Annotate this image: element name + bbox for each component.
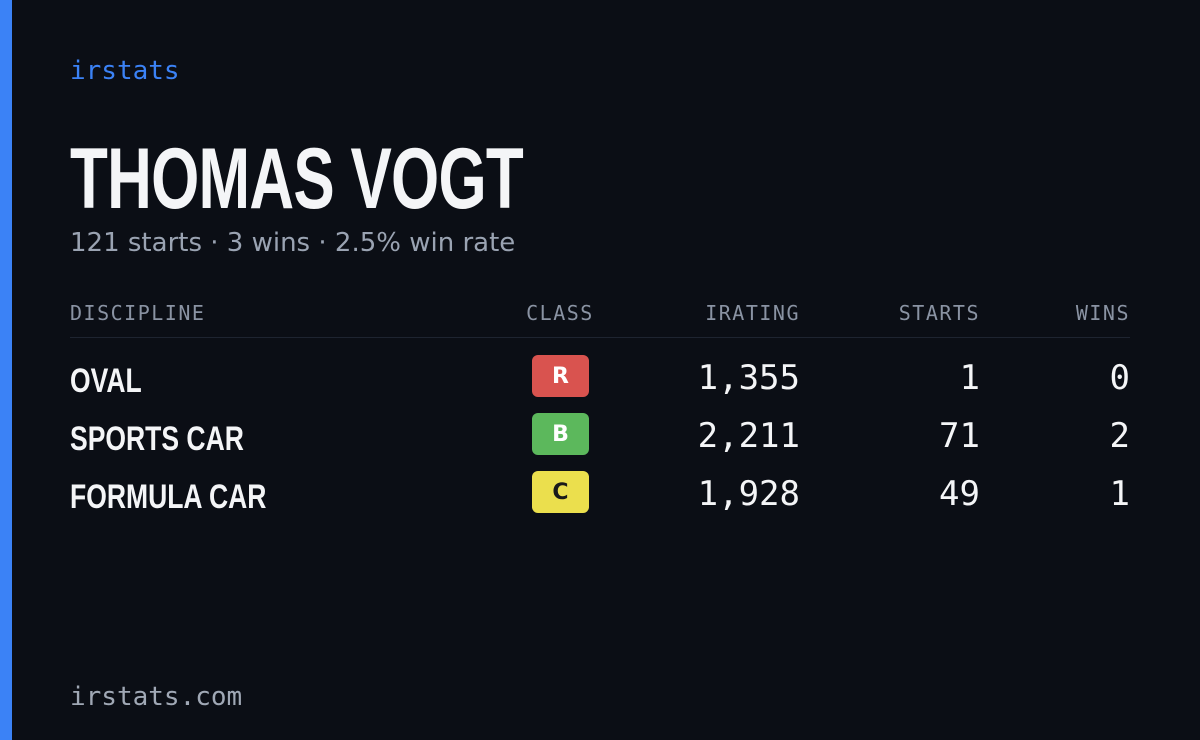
class-badge: C [532, 471, 589, 513]
starts-cell: 49 [939, 474, 980, 514]
column-header: STARTS [898, 301, 980, 325]
class-badge: R [532, 355, 589, 397]
starts-cell: 1 [959, 358, 980, 398]
summary: 121 starts · 3 wins · 2.5% win rate [70, 228, 516, 258]
wins-cell: 2 [1109, 416, 1130, 456]
wins-cell: 0 [1109, 358, 1130, 398]
column-header: IRATING [705, 301, 800, 325]
player-name: THOMAS VOGT [70, 131, 524, 227]
brand: irstats [70, 56, 180, 86]
discipline-cell: OVAL [70, 362, 142, 400]
footer: irstats.com [70, 682, 243, 712]
column-header: DISCIPLINE [70, 301, 206, 325]
wins-cell: 1 [1109, 474, 1130, 514]
header-rule [70, 337, 1130, 338]
irating-cell: 2,211 [697, 416, 800, 456]
column-header: CLASS [526, 301, 594, 325]
starts-cell: 71 [939, 416, 980, 456]
discipline-cell: FORMULA CAR [70, 478, 267, 516]
irating-cell: 1,355 [697, 358, 800, 398]
column-header: WINS [1075, 301, 1130, 325]
class-badge: B [532, 413, 589, 455]
irating-cell: 1,928 [697, 474, 800, 514]
accent-bar [0, 0, 12, 740]
discipline-cell: SPORTS CAR [70, 420, 244, 458]
